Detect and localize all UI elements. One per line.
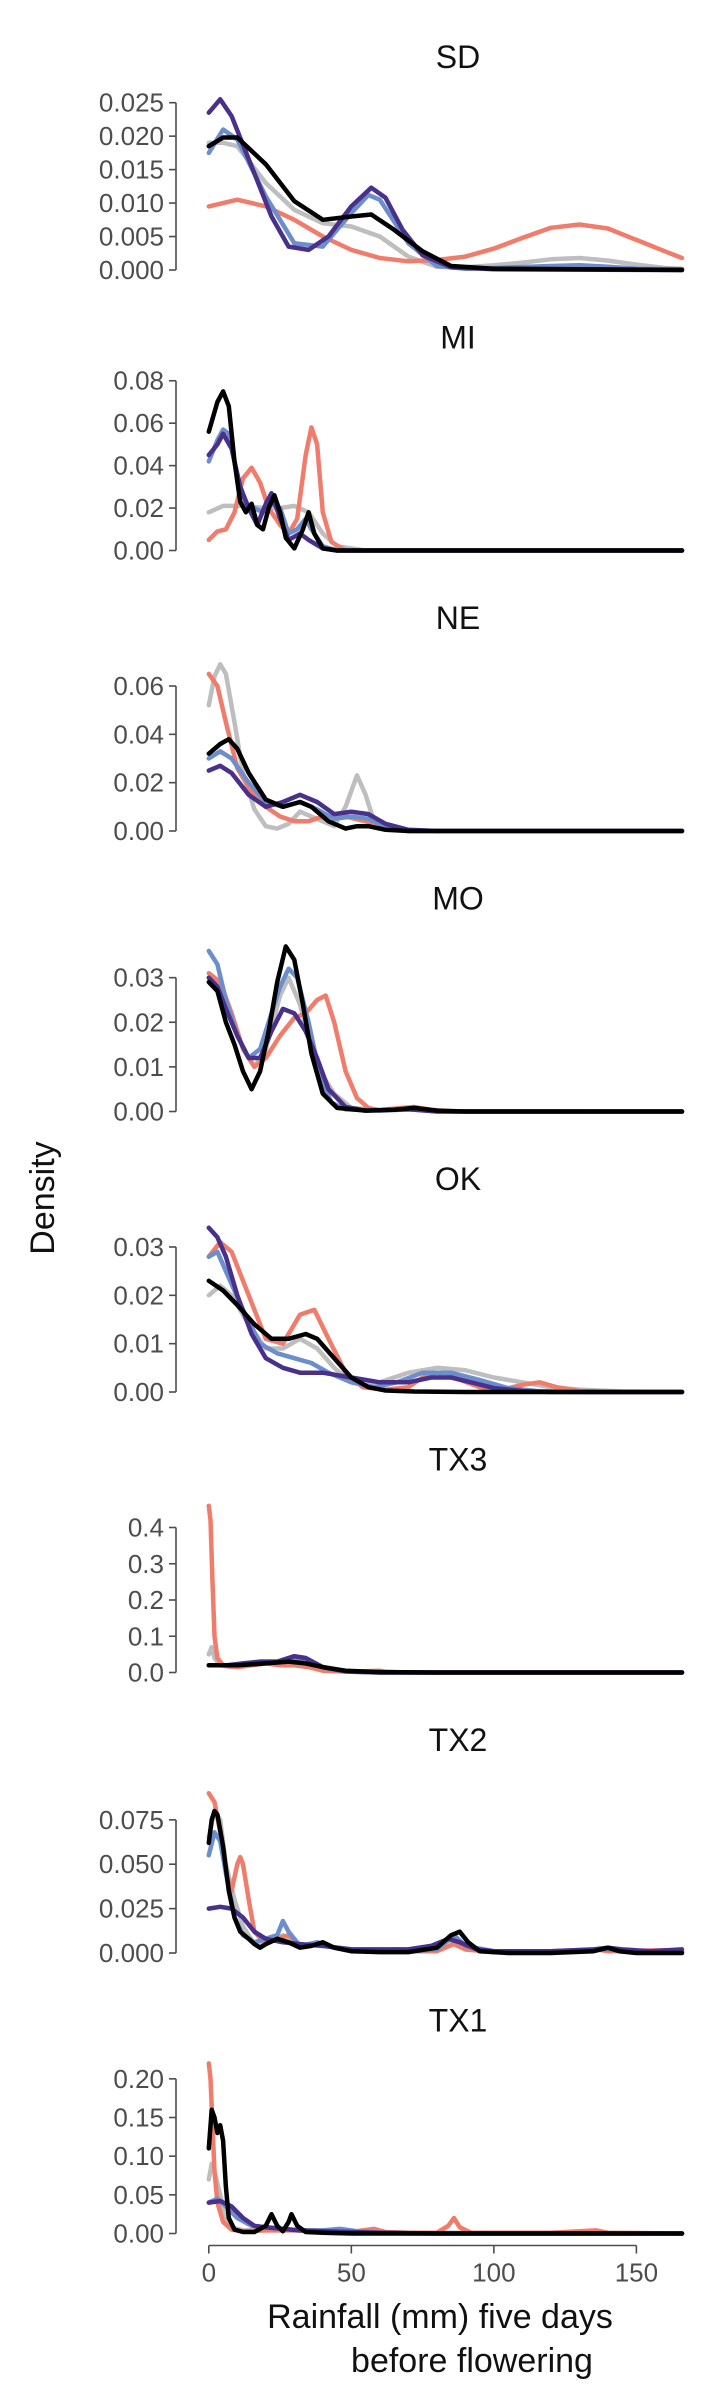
density-line-3 (206, 1830, 685, 1955)
density-line-5 (206, 389, 685, 553)
y-tick-label: 0.00 (113, 2219, 164, 2249)
y-tick-label: 0.04 (113, 451, 164, 481)
y-tick-label: 0.005 (99, 222, 164, 252)
y-tick-label: 0.02 (113, 768, 164, 798)
density-line-3 (206, 1249, 685, 1395)
y-tick-label: 0.025 (99, 88, 164, 118)
y-tick-label: 0.4 (128, 1513, 164, 1543)
density-line-5 (206, 1808, 685, 1956)
density-line-1 (206, 2161, 685, 2236)
panel-title: MO (432, 881, 484, 917)
panel-tx1: TX1 0.00 0.05 0.10 0.15 0.20 (113, 2003, 685, 2249)
y-tick-label: 0.20 (113, 2064, 164, 2094)
y-tick-label: 0.06 (113, 408, 164, 438)
y-tick-label: 0.010 (99, 188, 164, 218)
y-tick-label: 0.020 (99, 121, 164, 151)
y-tick-label: 0.0 (128, 1658, 164, 1688)
density-line-5 (206, 2107, 685, 2236)
x-tick-label: 50 (337, 2258, 366, 2288)
panel-title: OK (435, 1161, 481, 1197)
density-line-3 (206, 427, 685, 553)
density-line-2 (206, 197, 685, 264)
panel-mo: MO 0.00 0.01 0.02 0.03 (113, 881, 685, 1127)
y-tick-label: 0.04 (113, 719, 164, 749)
x-axis: 0 50 100 150 (202, 2244, 658, 2288)
panel-tx3: TX3 0.0 0.1 0.2 0.3 0.4 (128, 1442, 685, 1688)
density-line-2 (206, 425, 685, 553)
x-axis-title-line-1: Rainfall (mm) five days (267, 2298, 613, 2336)
y-tick-label: 0.000 (99, 1938, 164, 1968)
density-line-5 (206, 135, 685, 273)
panel-title: TX3 (429, 1442, 488, 1478)
panel-title: NE (436, 600, 480, 636)
y-tick-label: 0.05 (113, 2180, 164, 2210)
y-tick-label: 0.08 (113, 366, 164, 396)
y-tick-label: 0.00 (113, 536, 164, 566)
density-line-2 (206, 1503, 685, 1675)
y-tick-label: 0.075 (99, 1805, 164, 1835)
x-tick-label: 0 (202, 2258, 216, 2288)
y-tick-label: 0.3 (128, 1549, 164, 1579)
density-line-3 (206, 749, 685, 834)
y-tick-label: 0.02 (113, 1280, 164, 1310)
panel-title: MI (440, 320, 476, 356)
y-tick-label: 0.03 (113, 1232, 164, 1262)
panel-title: TX2 (429, 1722, 488, 1758)
panel-ok: OK 0.00 0.01 0.02 0.03 (113, 1161, 685, 1407)
density-line-5 (206, 944, 685, 1114)
x-tick-label: 150 (615, 2258, 658, 2288)
y-tick-label: 0.00 (113, 1377, 164, 1407)
y-tick-label: 0.2 (128, 1585, 164, 1615)
panel-tx2: TX2 0.000 0.025 0.050 0.075 (99, 1722, 685, 1968)
panel-mi: MI 0.00 0.02 0.04 0.06 0.08 (113, 320, 685, 566)
y-tick-label: 0.01 (113, 1052, 164, 1082)
density-line-2 (206, 2061, 685, 2236)
y-tick-label: 0.06 (113, 671, 164, 701)
y-tick-label: 0.03 (113, 963, 164, 993)
y-tick-label: 0.02 (113, 1007, 164, 1037)
y-tick-label: 0.00 (113, 1097, 164, 1127)
y-tick-label: 0.050 (99, 1849, 164, 1879)
density-line-1 (206, 975, 685, 1114)
y-tick-label: 0.00 (113, 816, 164, 846)
y-tick-label: 0.1 (128, 1621, 164, 1651)
y-axis-title: Density (24, 1141, 62, 1254)
density-line-5 (206, 1659, 685, 1675)
x-tick-label: 100 (472, 2258, 515, 2288)
y-tick-label: 0.15 (113, 2103, 164, 2133)
y-tick-label: 0.025 (99, 1894, 164, 1924)
density-line-4 (206, 431, 685, 553)
y-tick-label: 0.000 (99, 255, 164, 285)
density-line-5 (206, 736, 685, 834)
y-tick-label: 0.02 (113, 493, 164, 523)
panel-title: TX1 (429, 2003, 488, 2039)
y-tick-label: 0.015 (99, 155, 164, 185)
panel-ne: NE 0.00 0.02 0.04 0.06 (113, 600, 685, 846)
density-line-5 (206, 1278, 685, 1395)
density-line-1 (206, 140, 685, 271)
y-tick-label: 0.01 (113, 1329, 164, 1359)
y-tick-label: 0.10 (113, 2141, 164, 2171)
panel-title: SD (436, 39, 480, 75)
x-axis-title-line-2: before flowering (351, 2342, 593, 2380)
density-line-3 (206, 127, 685, 272)
density-line-4 (206, 763, 685, 834)
